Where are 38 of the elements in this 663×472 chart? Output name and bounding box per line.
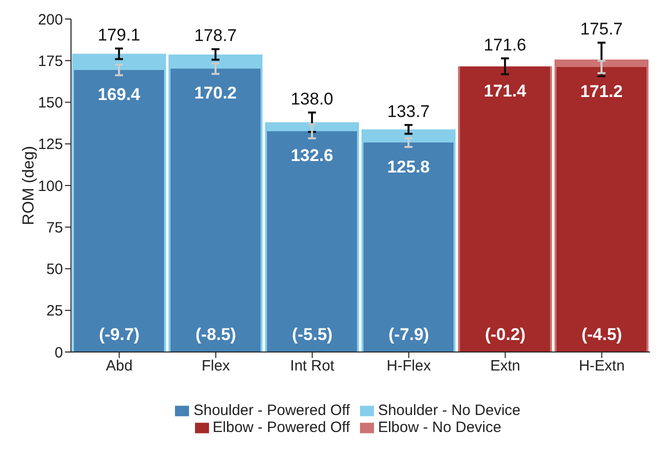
legend-label: Shoulder - No Device <box>378 402 521 419</box>
annotation: (-8.5) <box>195 325 236 344</box>
y-tick-label: 175 <box>38 52 63 70</box>
annotation: (-4.5) <box>581 325 622 344</box>
data-label: 133.7 <box>387 102 430 121</box>
data-label: 171.4 <box>484 82 527 101</box>
data-label: 171.2 <box>580 82 623 101</box>
x-tick-label: Int Rot <box>290 358 336 375</box>
x-tick-label: Extn <box>490 358 520 375</box>
data-label: 175.7 <box>580 20 623 39</box>
annotation: (-9.7) <box>98 325 140 344</box>
data-label: 132.6 <box>290 146 334 166</box>
y-tick-label: 200 <box>38 11 63 28</box>
y-tick-label: 125 <box>38 136 63 154</box>
y-tick-label: 50 <box>46 261 63 278</box>
legend-label: Shoulder - Powered Off <box>193 402 350 419</box>
legend-label: Elbow - Powered Off <box>212 419 350 436</box>
data-label: 138.0 <box>290 90 334 109</box>
y-tick-label: 25 <box>46 302 63 320</box>
data-label: 171.6 <box>484 35 526 54</box>
x-tick-label: Abd <box>106 358 133 375</box>
legend-label: Elbow - No Device <box>378 419 502 436</box>
annotation: (-7.9) <box>388 325 430 344</box>
data-label: 125.8 <box>387 158 430 177</box>
x-tick-label: Flex <box>202 358 230 375</box>
y-tick-label: 75 <box>46 219 63 236</box>
y-tick-label: 0 <box>54 344 63 362</box>
y-tick-label: 100 <box>38 178 63 195</box>
data-label: 170.2 <box>194 84 237 103</box>
data-label: 178.7 <box>194 26 237 46</box>
annotation: (-0.2) <box>484 325 526 344</box>
y-tick-label: 150 <box>38 94 63 112</box>
annotation: (-5.5) <box>292 325 333 344</box>
data-label: 169.4 <box>98 84 141 104</box>
x-tick-label: H-Flex <box>386 358 432 375</box>
y-axis-title: ROM (deg) <box>20 146 38 226</box>
data-label: 179.1 <box>98 26 140 45</box>
x-tick-label: H-Extn <box>578 358 625 375</box>
